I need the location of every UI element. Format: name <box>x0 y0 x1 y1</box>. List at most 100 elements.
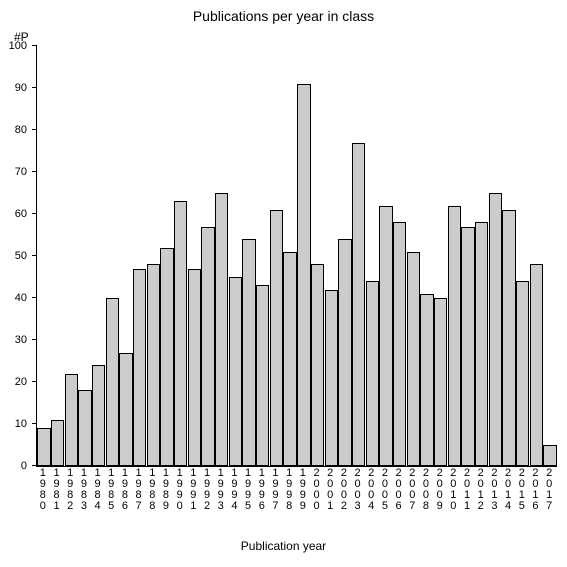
y-tick-label: 100 <box>9 40 37 52</box>
bar <box>78 390 91 466</box>
x-tick-label: 1981 <box>50 468 64 512</box>
x-tick-label: 1991 <box>187 468 201 512</box>
x-tick-label: 2006 <box>392 468 406 512</box>
y-tick-label: 70 <box>15 166 37 178</box>
bar <box>270 210 283 466</box>
x-tick-label: 2012 <box>474 468 488 512</box>
chart-title: Publications per year in class <box>0 8 567 24</box>
bar <box>256 285 269 466</box>
x-tick-label: 2010 <box>447 468 461 512</box>
bar <box>119 353 132 466</box>
y-tick-label: 20 <box>15 376 37 388</box>
x-tick-label: 1990 <box>173 468 187 512</box>
y-tick-label: 90 <box>15 82 37 94</box>
x-tick-label: 1994 <box>228 468 242 512</box>
bar <box>229 277 242 466</box>
y-tick-mark <box>32 213 37 214</box>
bar <box>106 298 119 466</box>
bar <box>188 269 201 466</box>
x-tick-label: 1983 <box>77 468 91 512</box>
bar <box>352 143 365 466</box>
bar <box>37 428 50 466</box>
bar <box>379 206 392 466</box>
y-tick-mark <box>32 171 37 172</box>
x-tick-label: 1982 <box>63 468 77 512</box>
x-tick-label: 1993 <box>214 468 228 512</box>
bar <box>434 298 447 466</box>
y-tick-mark <box>32 45 37 46</box>
x-tick-label: 1999 <box>296 468 310 512</box>
x-tick-label: 2015 <box>515 468 529 512</box>
bar <box>338 239 351 466</box>
y-tick-label: 80 <box>15 124 37 136</box>
x-tick-label: 1995 <box>241 468 255 512</box>
y-tick-mark <box>32 87 37 88</box>
x-tick-label: 2007 <box>405 468 419 512</box>
bar <box>448 206 461 466</box>
bar <box>325 290 338 466</box>
x-tick-label: 1985 <box>104 468 118 512</box>
bar <box>283 252 296 466</box>
y-tick-mark <box>32 465 37 466</box>
bar <box>489 193 502 466</box>
x-tick-label: 2000 <box>310 468 324 512</box>
bar <box>297 84 310 466</box>
x-tick-label: 2009 <box>433 468 447 512</box>
x-tick-label: 1987 <box>132 468 146 512</box>
bar <box>311 264 324 466</box>
bar <box>65 374 78 466</box>
x-tick-label: 2017 <box>542 468 556 512</box>
bar <box>147 264 160 466</box>
x-tick-label: 2008 <box>419 468 433 512</box>
x-axis-title: Publication year <box>0 539 567 553</box>
y-tick-mark <box>32 339 37 340</box>
bar <box>160 248 173 466</box>
bar <box>242 239 255 466</box>
x-tick-label: 2004 <box>364 468 378 512</box>
bar <box>407 252 420 466</box>
bar <box>366 281 379 466</box>
x-tick-label: 2011 <box>460 468 474 512</box>
plot-area: 0102030405060708090100 <box>36 46 557 467</box>
bar <box>543 445 556 466</box>
bar <box>133 269 146 466</box>
x-tick-label: 1989 <box>159 468 173 512</box>
x-tick-label: 2003 <box>351 468 365 512</box>
y-tick-mark <box>32 129 37 130</box>
bar <box>215 193 228 466</box>
x-tick-label: 2016 <box>529 468 543 512</box>
x-tick-label: 2013 <box>488 468 502 512</box>
bar <box>174 201 187 466</box>
bars-layer <box>37 46 557 466</box>
bar <box>502 210 515 466</box>
bar <box>201 227 214 466</box>
x-tick-label: 1996 <box>255 468 269 512</box>
x-tick-label: 1997 <box>269 468 283 512</box>
bar <box>420 294 433 466</box>
x-tick-label: 2005 <box>378 468 392 512</box>
bar <box>51 420 64 466</box>
y-tick-mark <box>32 423 37 424</box>
bar <box>516 281 529 466</box>
y-tick-mark <box>32 297 37 298</box>
chart-container: Publications per year in class #P 010203… <box>0 0 567 567</box>
x-tick-label: 1998 <box>282 468 296 512</box>
y-tick-mark <box>32 255 37 256</box>
y-tick-label: 30 <box>15 334 37 346</box>
x-tick-label: 1986 <box>118 468 132 512</box>
y-tick-label: 0 <box>21 460 37 472</box>
y-tick-label: 40 <box>15 292 37 304</box>
y-tick-label: 50 <box>15 250 37 262</box>
bar <box>92 365 105 466</box>
y-tick-label: 60 <box>15 208 37 220</box>
bar <box>393 222 406 466</box>
x-tick-label: 2002 <box>337 468 351 512</box>
x-tick-label: 1988 <box>145 468 159 512</box>
x-tick-label: 1992 <box>200 468 214 512</box>
x-tick-label: 1980 <box>36 468 50 512</box>
x-tick-label: 2014 <box>501 468 515 512</box>
bar <box>475 222 488 466</box>
bar <box>461 227 474 466</box>
y-tick-mark <box>32 381 37 382</box>
x-tick-label: 1984 <box>91 468 105 512</box>
